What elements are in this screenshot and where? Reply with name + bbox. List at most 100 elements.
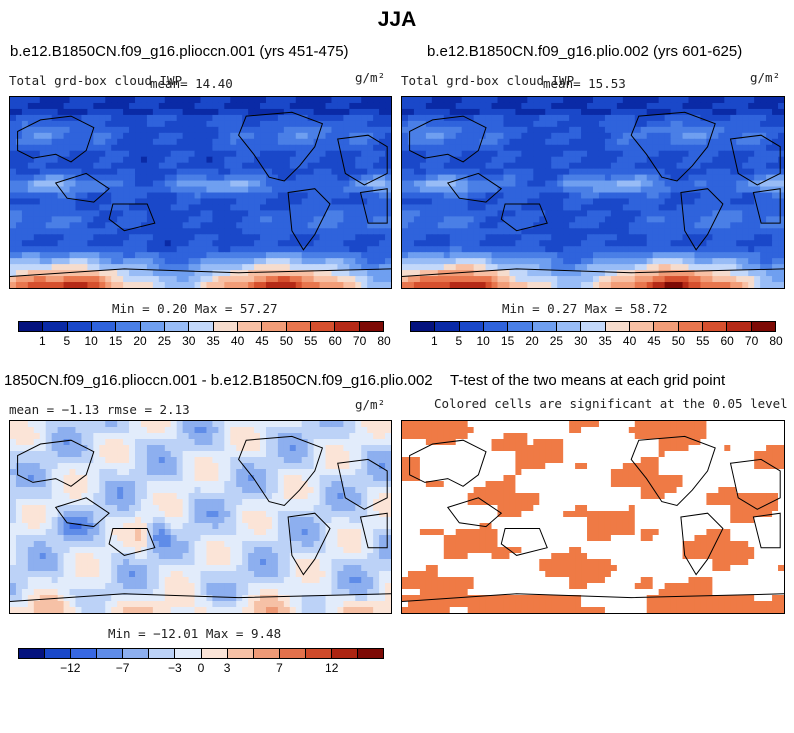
panel1-map-cell (182, 204, 190, 212)
panel2-map-cell (419, 144, 427, 152)
panel1-map-cell (99, 108, 106, 116)
panel1-map-cell (10, 210, 17, 217)
panel1-map-cell (140, 252, 148, 259)
panel1-map-cell (176, 97, 184, 104)
panel1-map-cell (21, 120, 29, 128)
panel1-map-cell (343, 162, 350, 170)
panel2-map-cell (515, 204, 522, 212)
panel2-map-cell (766, 150, 773, 158)
panel2-map-cell (730, 258, 737, 265)
panel2-map-cell (545, 282, 552, 288)
panel1-map-cell (337, 198, 344, 206)
panel1-map-cell (152, 120, 160, 128)
panel1-map-cell (331, 276, 339, 283)
panel2-map-cell (593, 276, 600, 283)
panel3-map-cell (117, 463, 124, 470)
panel2-map-cell (413, 162, 421, 170)
panel1-map-cell (367, 264, 374, 271)
panel3-map-cell (152, 487, 160, 494)
panel1-map-cell (33, 138, 41, 146)
panel2-map-cell (467, 102, 475, 110)
panel2-map-cell (407, 174, 415, 182)
panel1-map-cell (99, 144, 106, 152)
panel3-map-cell (93, 427, 100, 434)
panel3-map-cell (33, 481, 41, 488)
panel2-map-cell (551, 126, 558, 134)
panel3-map-cell (170, 433, 178, 440)
panel1-map-cell (355, 186, 362, 194)
panel1-map-cell (289, 210, 297, 217)
panel3-map-cell (152, 469, 160, 476)
panel2-map-cell (581, 168, 588, 176)
panel1-map-cell (254, 192, 261, 200)
panel2-map-cell (700, 102, 708, 110)
panel2-map-cell (527, 204, 534, 212)
panel1-map-cell (194, 270, 202, 277)
panel3-map-cell (325, 427, 333, 434)
panel1-map-cell (265, 138, 273, 146)
panel2-map-cell (664, 156, 672, 164)
panel1-map-cell (277, 258, 285, 265)
panel3-map-cell (135, 439, 142, 446)
panel3-map-cell (164, 445, 172, 452)
panel2-map-cell (700, 216, 708, 223)
panel2-map-cell (431, 210, 439, 217)
panel2-map-cell (748, 144, 755, 152)
panel3-map-cell (271, 421, 279, 428)
panel1-map-cell (117, 270, 124, 277)
panel2-map-cell (604, 114, 612, 122)
panel1-map-cell (325, 192, 333, 200)
panel2-map-cell (688, 186, 696, 194)
panel2-map-cell (461, 144, 469, 152)
panel2-map-cell (563, 180, 570, 188)
panel2-map-cell (616, 192, 624, 200)
panel1-map-cell (325, 270, 333, 277)
panel1-map-cell (367, 138, 374, 146)
panel2-map-cell (413, 258, 421, 265)
panel2-map-cell (748, 150, 755, 158)
panel2-map-cell (563, 258, 570, 265)
panel2-map-cell (402, 156, 409, 164)
panel1-map-cell (21, 258, 29, 265)
panel3-map-cell (343, 457, 350, 464)
panel1-map-cell (99, 174, 106, 182)
panel1-map-cell (182, 270, 190, 277)
panel3-map-cell (319, 433, 327, 440)
panel1-map-cell (385, 102, 391, 110)
panel2-map-cell (479, 156, 487, 164)
panel1-map-cell (176, 264, 184, 271)
panel1-map-cell (176, 204, 184, 212)
panel1-map-cell (111, 108, 118, 116)
panel1-map-cell (117, 180, 124, 188)
panel2-map-cell (604, 108, 612, 116)
panel2-map-cell (700, 264, 708, 271)
panel1-map-cell (152, 102, 160, 110)
panel1-map-cell (379, 252, 386, 259)
panel2-map-cell (503, 174, 511, 182)
panel2-map-cell (419, 126, 427, 134)
panel1-map-cell (319, 216, 327, 223)
panel1-map-cell (379, 234, 386, 241)
panel2-map-cell (754, 102, 761, 110)
panel1-colorbar-swatch (91, 322, 117, 331)
panel2-map-cell (706, 192, 713, 200)
panel2-map-cell (402, 216, 409, 223)
panel2-map-cell (616, 126, 624, 134)
panel3-map-cell (99, 433, 106, 440)
panel1-map-cell (236, 252, 243, 259)
panel1-map-cell (140, 186, 148, 194)
panel1-map-cell (230, 180, 237, 188)
panel2-map-cell (664, 108, 672, 116)
panel1-map-cell (331, 234, 339, 241)
panel2-map-cell (467, 198, 475, 206)
panel1-map-cell (111, 276, 118, 283)
panel2-map-cell (527, 270, 534, 277)
panel2-map-cell (772, 282, 779, 288)
panel1-map-cell (224, 97, 231, 104)
panel1-map-cell (367, 192, 374, 200)
panel1-map-coastline (10, 268, 391, 277)
panel2-map-cell (694, 276, 702, 283)
panel2-map-cell (413, 192, 421, 200)
panel2-map-cell (569, 222, 576, 229)
panel3-map-cell (45, 433, 53, 440)
